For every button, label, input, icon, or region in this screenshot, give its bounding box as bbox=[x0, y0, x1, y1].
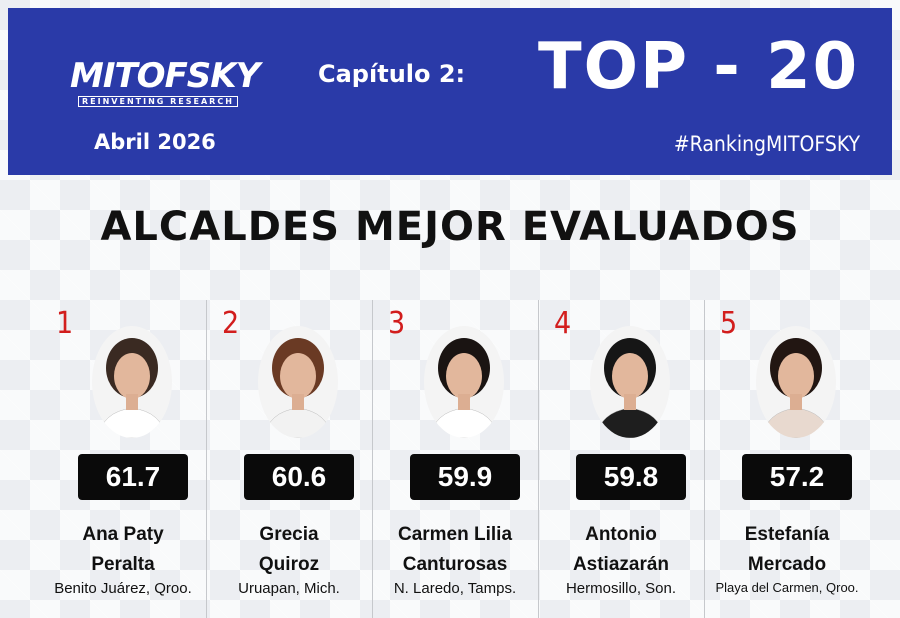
chapter: Capítulo 2: bbox=[318, 60, 466, 88]
name-line: Carmen Lilia bbox=[397, 524, 513, 545]
rank: 1 bbox=[56, 306, 74, 341]
photo bbox=[258, 326, 338, 438]
entry: 5 57.2 Estefanía Mercado Playa del Carmen, … bbox=[704, 300, 870, 618]
name-line: Quiroz bbox=[258, 554, 320, 575]
name: Carmen Lilia Canturosas bbox=[372, 520, 538, 580]
date: Abril 2026 bbox=[94, 130, 216, 154]
portrait bbox=[263, 338, 333, 438]
portrait bbox=[595, 338, 665, 438]
name-line: Mercado bbox=[747, 554, 827, 575]
portrait bbox=[429, 338, 499, 438]
entry: 1 61.7 Ana Paty Peralta Benito Juárez, Qroo… bbox=[40, 300, 206, 618]
name-line: Estefanía bbox=[744, 524, 830, 545]
name-line: Antonio bbox=[585, 524, 657, 545]
score: 60.6 bbox=[244, 454, 354, 500]
place: Benito Juárez, Qroo. bbox=[54, 580, 192, 597]
entry: 2 60.6 Grecia Quiroz Uruapan, Mich. bbox=[206, 300, 372, 618]
photo bbox=[590, 326, 670, 438]
score: 57.2 bbox=[742, 454, 852, 500]
name: Grecia Quiroz bbox=[206, 520, 372, 580]
name-line: Grecia bbox=[259, 524, 319, 545]
rank: 2 bbox=[222, 306, 240, 341]
name-line: Ana Paty bbox=[82, 524, 164, 545]
photo bbox=[756, 326, 836, 438]
place: Hermosillo, Son. bbox=[565, 580, 677, 597]
name: Antonio Astiazarán bbox=[538, 520, 704, 580]
place: Uruapan, Mich. bbox=[238, 580, 340, 597]
portrait bbox=[761, 338, 831, 438]
photo bbox=[424, 326, 504, 438]
rank: 4 bbox=[554, 306, 572, 341]
rank: 3 bbox=[388, 306, 406, 341]
top-title: TOP - 20 bbox=[538, 30, 860, 104]
portrait bbox=[97, 338, 167, 438]
name: Estefanía Mercado bbox=[704, 520, 870, 580]
separator bbox=[538, 300, 539, 618]
separator bbox=[372, 300, 373, 618]
tagline: REINVENTING RESEARCH bbox=[78, 96, 238, 107]
name: Ana Paty Peralta bbox=[40, 520, 206, 580]
header: MITOFSKY REINVENTING RESEARCH Capítulo 2… bbox=[8, 8, 892, 175]
title: ALCALDES MEJOR EVALUADOS bbox=[100, 204, 800, 250]
name-line: Canturosas bbox=[402, 554, 508, 575]
place: N. Laredo, Tamps. bbox=[393, 580, 517, 597]
separator bbox=[704, 300, 705, 618]
place: Playa del Carmen, Qroo. bbox=[715, 580, 859, 595]
score: 59.8 bbox=[576, 454, 686, 500]
rank: 5 bbox=[720, 306, 738, 341]
name-line: Astiazarán bbox=[572, 554, 670, 575]
separator bbox=[206, 300, 207, 618]
logo: MITOFSKY bbox=[70, 56, 260, 96]
score: 59.9 bbox=[410, 454, 520, 500]
name-line: Peralta bbox=[91, 554, 155, 575]
entry: 4 59.8 Antonio Astiazarán Hermosillo, Son. bbox=[538, 300, 704, 618]
score: 61.7 bbox=[78, 454, 188, 500]
hashtag: #RankingMITOFSKY bbox=[673, 132, 860, 156]
entry: 3 59.9 Carmen Lilia Canturosas N. Laredo, T… bbox=[372, 300, 538, 618]
photo bbox=[92, 326, 172, 438]
